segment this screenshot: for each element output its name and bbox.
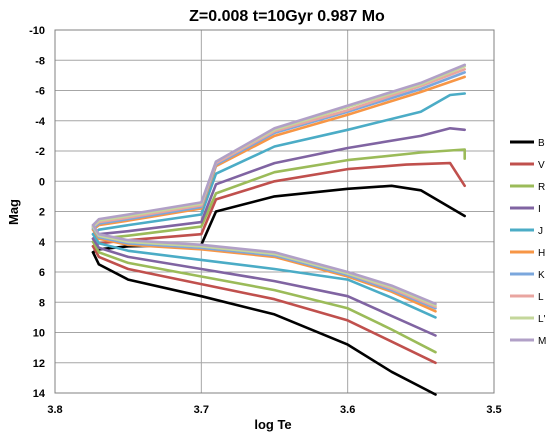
- y-tick-label: 6: [39, 267, 45, 279]
- series-m-group: [91, 63, 466, 306]
- x-tick-label: 3.8: [47, 404, 62, 416]
- legend-label-i: I: [538, 204, 541, 215]
- legend-label-h: H: [538, 248, 545, 259]
- legend-label-v: V: [538, 160, 545, 171]
- series-k-lower-line: [91, 226, 437, 310]
- y-tick-label: 0: [39, 176, 45, 188]
- plot-area-frame: [54, 29, 495, 394]
- legend-label-r: R: [538, 182, 545, 193]
- y-tick-label: 2: [39, 207, 45, 219]
- legend-label-k: K: [538, 270, 545, 281]
- y-tick-label: 12: [33, 358, 45, 370]
- y-axis-label: Mag: [6, 199, 21, 225]
- y-tick-label: -8: [35, 55, 45, 67]
- series-m-lower-line: [91, 223, 437, 306]
- series-v-lower-line: [91, 245, 437, 365]
- series-h-lower-line: [91, 228, 437, 313]
- series-m-upper-line: [91, 63, 466, 227]
- legend-label-j: J: [538, 226, 543, 237]
- x-axis-label: log Te: [254, 417, 291, 432]
- legend-label-m: M: [538, 336, 546, 347]
- series-group: [91, 63, 466, 396]
- y-tick-label: 10: [33, 328, 45, 340]
- y-tick-label: -4: [35, 116, 46, 128]
- y-tick-label: -10: [29, 25, 45, 37]
- x-tick-label: 3.6: [340, 404, 355, 416]
- series-j-group: [91, 92, 466, 319]
- tick-labels: -10 -8 -6 -4 -2 0 2 4 6 8 10 12 143.8 3.7 3.6 3.5: [29, 25, 502, 416]
- y-tick-label: 14: [33, 388, 46, 400]
- series-i-group: [91, 127, 466, 337]
- legend-label-b: B: [538, 138, 545, 149]
- legend-label-l: L: [538, 292, 544, 303]
- series-j-lower-line: [91, 232, 437, 319]
- series-i-lower-line: [91, 237, 437, 337]
- chart-title: Z=0.008 t=10Gyr 0.987 Mo: [189, 8, 385, 25]
- x-tick-label: 3.5: [486, 404, 501, 416]
- series-r-lower-line: [91, 240, 437, 354]
- series-i-upper-line: [91, 127, 466, 240]
- series-b-lower-line: [91, 251, 437, 396]
- y-tick-label: 8: [39, 297, 45, 309]
- legend-label-l: L': [538, 314, 546, 325]
- y-tick-label: 4: [39, 237, 46, 249]
- y-tick-label: -6: [35, 86, 45, 98]
- series-j-upper-line: [91, 92, 466, 236]
- x-tick-label: 3.7: [194, 404, 209, 416]
- series-l-lower-line: [91, 225, 437, 307]
- y-tick-label: -2: [35, 146, 45, 158]
